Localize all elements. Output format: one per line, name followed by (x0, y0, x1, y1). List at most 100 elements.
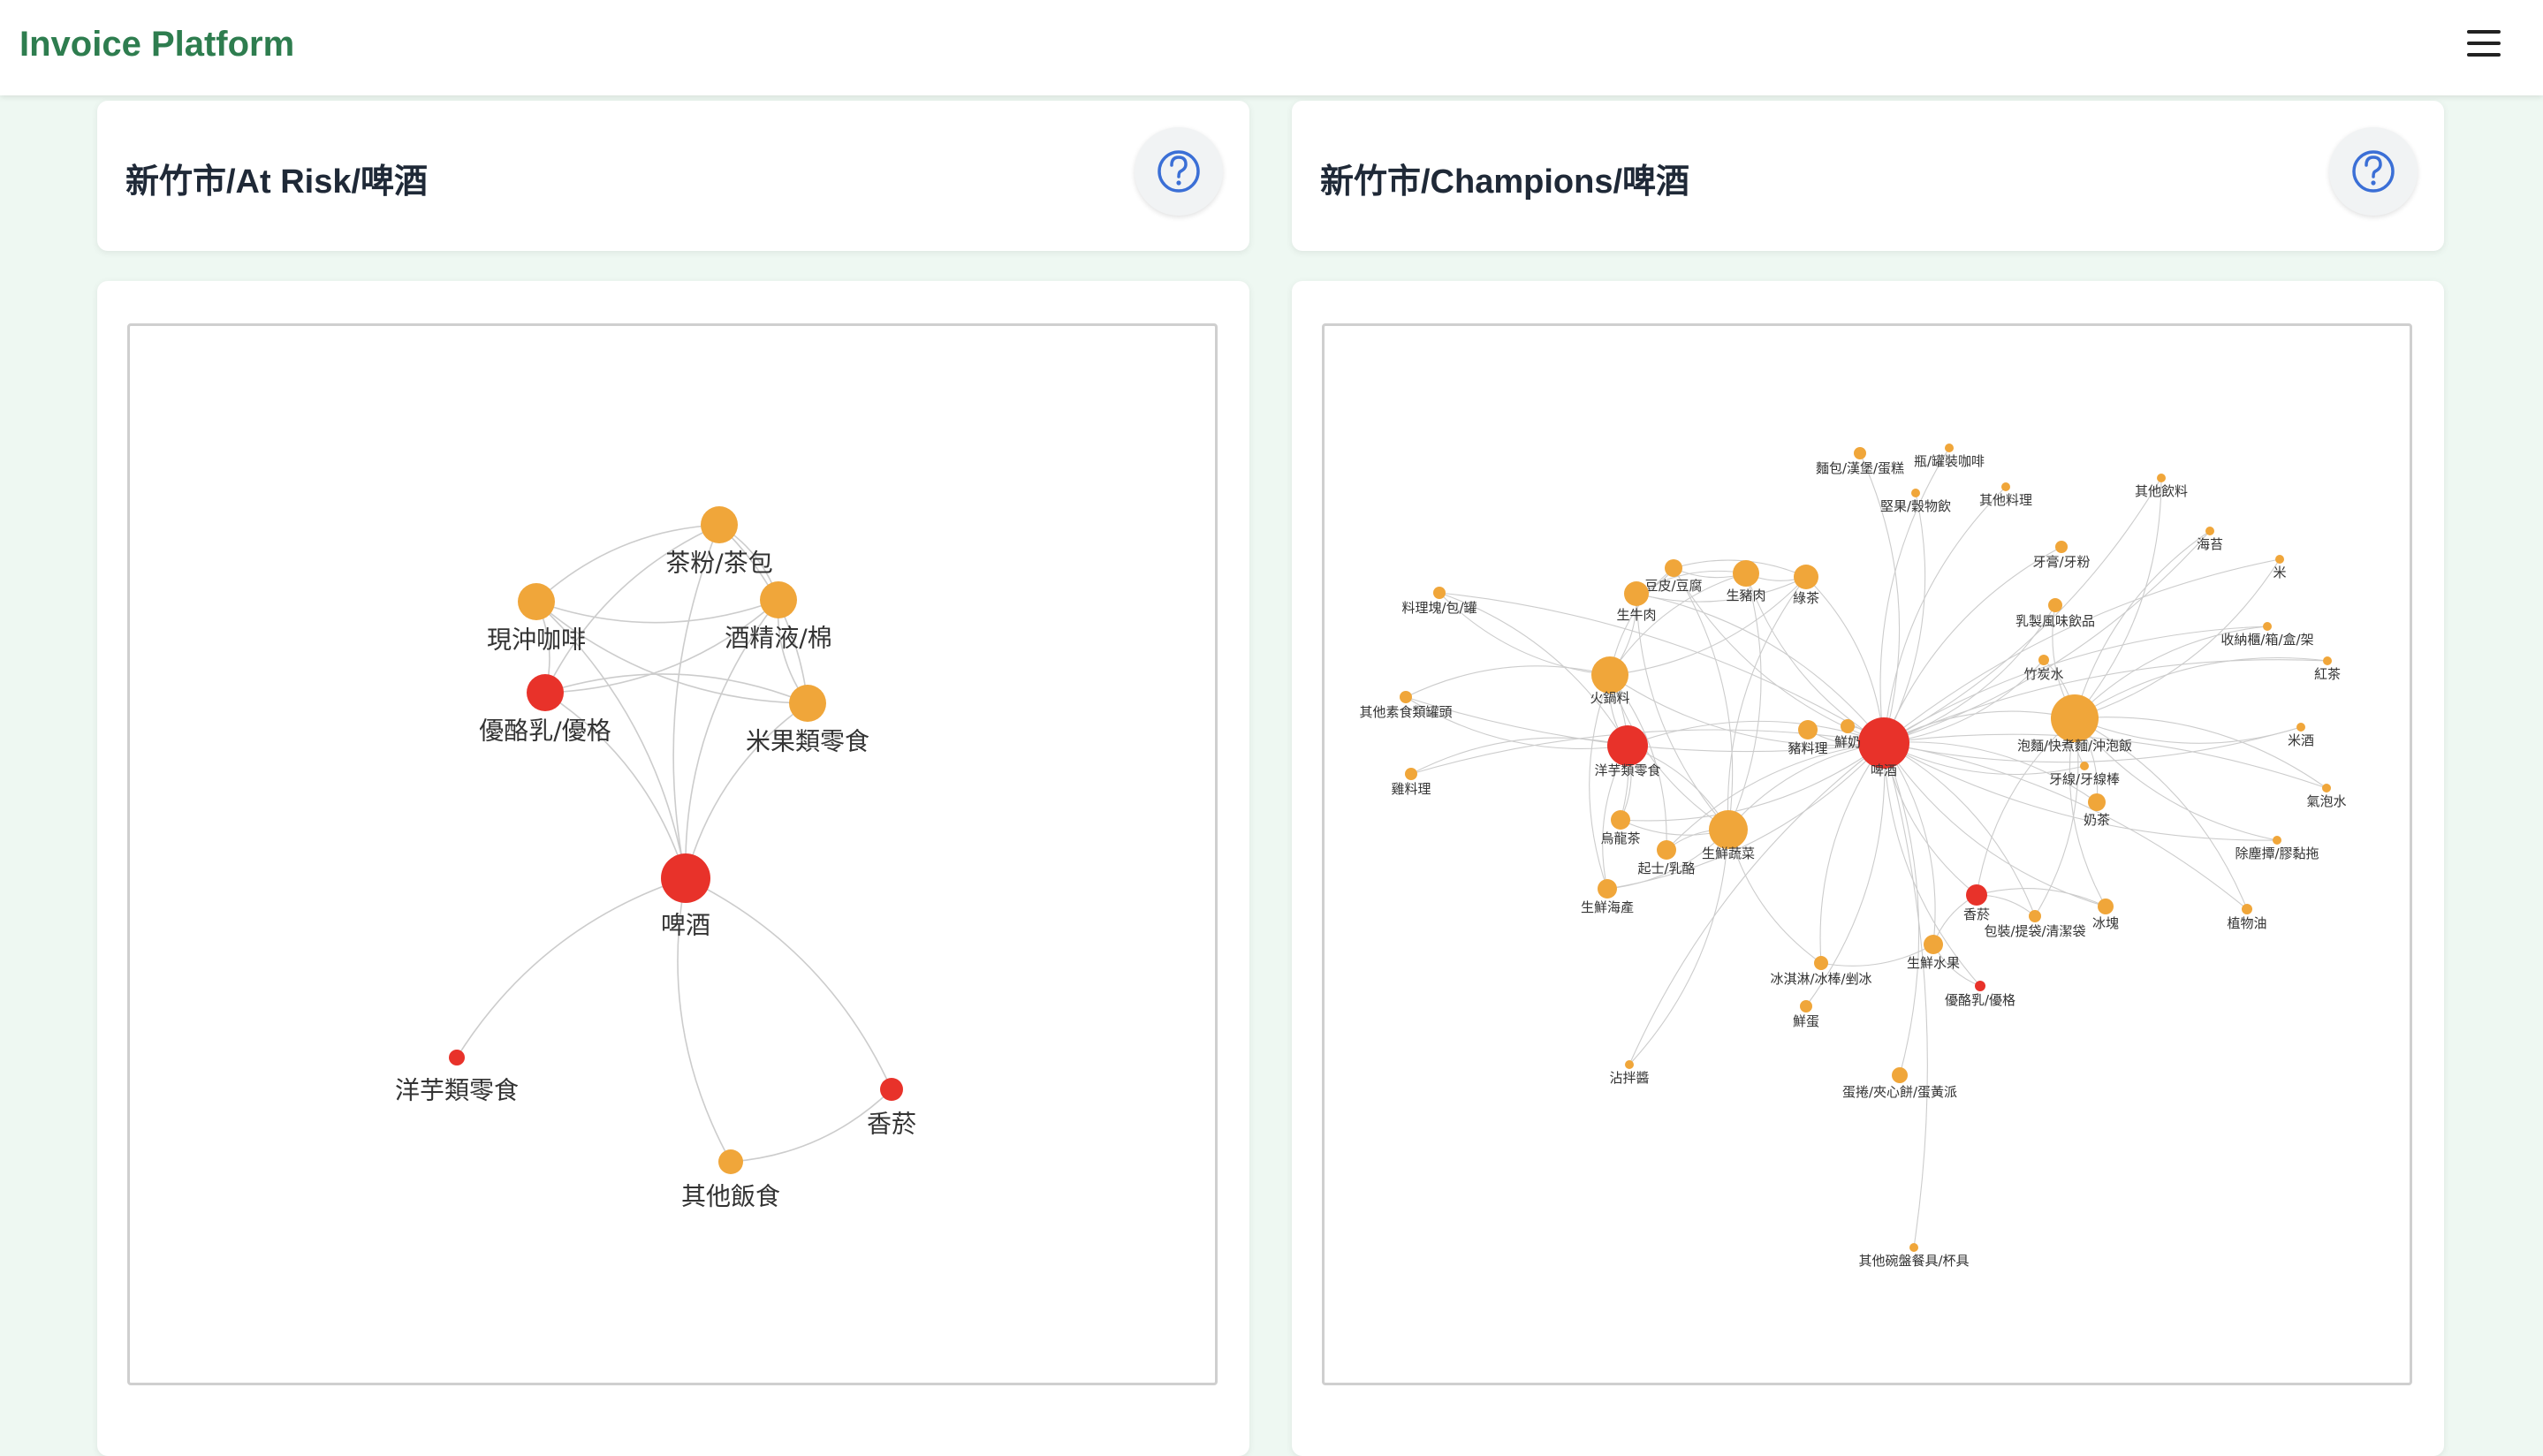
app-title[interactable]: Invoice Platform (19, 25, 295, 64)
graph-node-circle[interactable] (1733, 560, 1759, 587)
graph-node-circle[interactable] (1798, 720, 1818, 739)
graph-node-circle[interactable] (2263, 622, 2272, 631)
graph-node-circle[interactable] (1433, 587, 1446, 599)
graph-node[interactable]: 米 (2273, 555, 2287, 580)
graph-node-circle[interactable] (1625, 1060, 1634, 1069)
graph-node[interactable]: 起士/乳酪 (1637, 840, 1696, 876)
graph-node-circle[interactable] (2242, 904, 2252, 914)
graph-node[interactable]: 其他料理 (1979, 482, 2032, 508)
graph-node[interactable]: 紅茶 (2314, 656, 2341, 682)
graph-node[interactable]: 鮮奶 (1834, 719, 1861, 750)
graph-node[interactable]: 綠茶 (1793, 565, 1819, 606)
graph-node[interactable]: 竹炭水 (2023, 655, 2064, 682)
graph-node-circle[interactable] (2029, 910, 2041, 922)
graph-node-circle[interactable] (2205, 527, 2214, 535)
graph-node-circle[interactable] (2322, 784, 2331, 792)
help-button[interactable] (2329, 127, 2418, 216)
graph-node[interactable]: 冰塊 (2092, 899, 2119, 931)
graph-node[interactable]: 洋芋類零食 (1594, 725, 1661, 778)
graph-node[interactable]: 啤酒 (661, 853, 710, 939)
graph-node[interactable]: 火鍋料 (1590, 656, 1630, 706)
graph-node[interactable]: 優酪乳/優格 (1945, 981, 2015, 1008)
graph-node-circle[interactable] (1607, 725, 1648, 766)
graph-node[interactable]: 蛋捲/夾心餅/蛋黃派 (1842, 1067, 1957, 1100)
graph-node-circle[interactable] (2038, 655, 2049, 665)
graph-node-circle[interactable] (1598, 879, 1617, 899)
graph-node-circle[interactable] (1858, 717, 1909, 769)
graph-node[interactable]: 生鮮海產 (1581, 879, 1634, 915)
graph-node-circle[interactable] (1665, 559, 1682, 577)
graph-node[interactable]: 泡麵/快煮麵/沖泡飯 (2017, 694, 2132, 754)
graph-node-circle[interactable] (1800, 1000, 1812, 1012)
graph-node[interactable]: 生豬肉 (1726, 560, 1766, 603)
graph-node-circle[interactable] (2296, 723, 2305, 732)
graph-node-circle[interactable] (1966, 884, 1987, 906)
graph-node[interactable]: 氣泡水 (2306, 784, 2347, 809)
graph-node[interactable]: 麵包/漢堡/蛋糕 (1816, 447, 1904, 476)
graph-node[interactable]: 冰淇淋/冰棒/剉冰 (1770, 956, 1872, 987)
graph-node[interactable]: 料理塊/包/罐 (1401, 587, 1477, 616)
graph-node-circle[interactable] (2275, 555, 2284, 564)
graph-node-circle[interactable] (760, 581, 797, 618)
graph-node-circle[interactable] (1911, 489, 1920, 497)
graph-node[interactable]: 香菸 (1963, 884, 1990, 922)
graph-node[interactable]: 優酪乳/優格 (479, 674, 611, 745)
graph-node-circle[interactable] (518, 583, 555, 620)
help-button[interactable] (1135, 127, 1223, 216)
graph-node-circle[interactable] (1854, 447, 1866, 459)
graph-node[interactable]: 堅果/穀物飲 (1880, 489, 1951, 514)
graph-node[interactable]: 瓶/罐裝咖啡 (1914, 444, 1985, 469)
graph-node-circle[interactable] (1945, 444, 1954, 452)
graph-node-circle[interactable] (1400, 691, 1412, 703)
graph-node[interactable]: 米果類零食 (746, 685, 869, 755)
graph-node-circle[interactable] (1591, 656, 1628, 694)
graph-node[interactable]: 豆皮/豆腐 (1644, 559, 1703, 594)
graph-node-circle[interactable] (527, 674, 564, 711)
graph-node[interactable]: 生鮮蔬菜 (1702, 810, 1755, 861)
graph-node-circle[interactable] (2098, 899, 2114, 914)
graph-node[interactable]: 酒精液/棉 (725, 581, 832, 652)
hamburger-icon[interactable] (2467, 30, 2501, 57)
graph-node[interactable]: 沾拌醬 (1609, 1060, 1650, 1086)
graph-node[interactable]: 牙線/牙線棒 (2049, 762, 2120, 787)
graph-node[interactable]: 收納櫃/箱/盒/架 (2220, 622, 2314, 648)
graph-node[interactable]: 豬料理 (1788, 720, 1828, 756)
graph-node[interactable]: 烏龍茶 (1600, 810, 1641, 846)
graph-node[interactable]: 鮮蛋 (1793, 1000, 1819, 1029)
graph-node[interactable]: 包裝/提袋/清潔袋 (1984, 910, 2086, 939)
graph-node[interactable]: 雞料理 (1391, 768, 1431, 797)
graph-node[interactable]: 其他飲料 (2135, 474, 2188, 499)
graph-node[interactable]: 其他飯食 (681, 1149, 780, 1210)
graph-node[interactable]: 牙膏/牙粉 (2032, 541, 2091, 570)
graph-node-circle[interactable] (1794, 565, 1818, 589)
graph-node-circle[interactable] (718, 1149, 743, 1174)
graph-node[interactable]: 現沖咖啡 (487, 583, 586, 654)
graph-node-circle[interactable] (1909, 1243, 1918, 1252)
graph-node[interactable]: 生牛肉 (1616, 581, 1657, 623)
graph-node-circle[interactable] (1814, 956, 1828, 970)
graph-node[interactable]: 米酒 (2288, 723, 2314, 748)
graph-node[interactable]: 洋芋類零食 (395, 1050, 519, 1104)
graph-node[interactable]: 其他素食類罐頭 (1359, 691, 1453, 720)
graph-node-circle[interactable] (1624, 581, 1649, 606)
graph-node[interactable]: 除塵撢/膠黏拖 (2235, 836, 2319, 861)
graph-node-circle[interactable] (661, 853, 710, 903)
graph-node-circle[interactable] (2323, 656, 2332, 665)
graph-node-circle[interactable] (1924, 935, 1943, 954)
graph-node-circle[interactable] (1611, 810, 1630, 830)
graph-node-circle[interactable] (1405, 768, 1417, 780)
graph-node-circle[interactable] (701, 506, 738, 543)
graph-node-circle[interactable] (2055, 541, 2068, 553)
graph-node-circle[interactable] (1709, 810, 1748, 849)
graph-node-circle[interactable] (2273, 836, 2281, 845)
graph-node-circle[interactable] (1892, 1067, 1908, 1083)
graph-node-circle[interactable] (2048, 598, 2062, 612)
graph-node-circle[interactable] (1657, 840, 1676, 860)
graph-node-circle[interactable] (449, 1050, 465, 1065)
graph-node-circle[interactable] (1841, 719, 1855, 733)
graph-node-circle[interactable] (880, 1078, 903, 1101)
graph-node-circle[interactable] (2088, 793, 2106, 811)
graph-node-circle[interactable] (2001, 482, 2010, 491)
